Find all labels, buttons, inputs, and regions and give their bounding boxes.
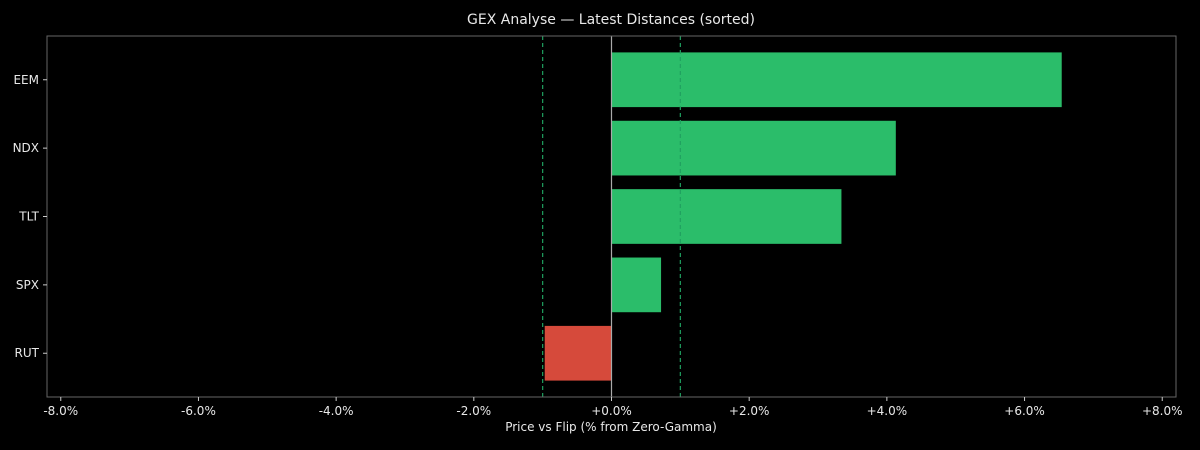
y-tick-label: RUT	[15, 346, 40, 360]
x-tick-label: +2.0%	[729, 404, 770, 418]
x-tick-label: +4.0%	[867, 404, 908, 418]
bar-ndx	[611, 120, 896, 176]
bar-tlt	[611, 189, 842, 244]
bar-eem	[611, 52, 1062, 108]
x-tick-label: -2.0%	[456, 404, 491, 418]
x-tick-label: +6.0%	[1004, 404, 1045, 418]
y-tick-label: TLT	[18, 210, 39, 224]
bar-spx	[611, 257, 662, 313]
bar-rut	[544, 325, 612, 381]
x-axis-label: Price vs Flip (% from Zero-Gamma)	[505, 420, 717, 434]
x-tick-label: -4.0%	[319, 404, 354, 418]
x-tick-label: +8.0%	[1142, 404, 1183, 418]
y-tick-label: NDX	[13, 141, 39, 155]
y-tick-label: SPX	[16, 278, 39, 292]
x-tick-label: +0.0%	[591, 404, 632, 418]
y-tick-label: EEM	[13, 73, 39, 87]
chart-title: GEX Analyse — Latest Distances (sorted)	[467, 12, 755, 28]
x-tick-label: -8.0%	[43, 404, 78, 418]
x-tick-label: -6.0%	[181, 404, 216, 418]
